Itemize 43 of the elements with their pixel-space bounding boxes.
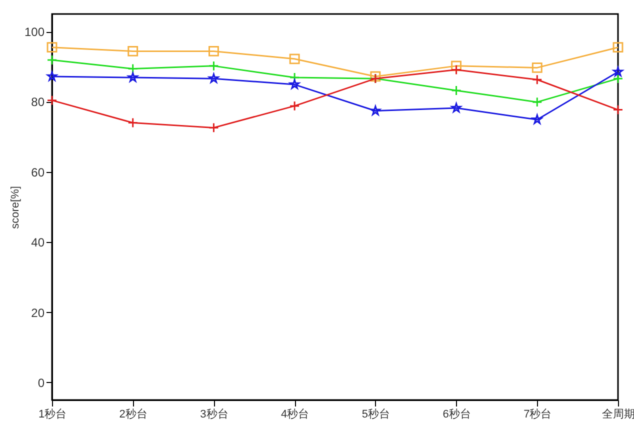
point	[47, 71, 57, 81]
point	[208, 46, 219, 56]
point	[128, 64, 138, 74]
y-tick-label: 100	[24, 25, 45, 40]
point	[612, 104, 624, 116]
point	[451, 102, 462, 112]
y-tick-label: 0	[38, 376, 45, 390]
x-tick-label: 4秒台	[281, 408, 310, 420]
point	[46, 54, 58, 66]
x-tick-label: 7秒台	[524, 408, 552, 420]
point	[46, 95, 58, 106]
point	[208, 60, 219, 72]
point	[289, 54, 300, 64]
point	[612, 42, 624, 53]
x-tick-label: 3秒台	[200, 408, 228, 420]
y-tick-label: 80	[31, 95, 45, 110]
point	[613, 66, 623, 76]
point	[128, 46, 138, 56]
point	[532, 114, 542, 124]
point	[612, 73, 624, 84]
x-tick-label: 5秒台	[362, 408, 390, 420]
point	[532, 74, 542, 85]
point	[451, 85, 462, 96]
point	[208, 73, 219, 83]
point	[451, 60, 462, 72]
y-tick-label: 20	[31, 306, 45, 320]
point	[128, 118, 138, 128]
y-tick-label: 40	[31, 236, 45, 250]
x-tick-label: 6秒台	[442, 408, 471, 420]
point	[289, 100, 300, 112]
point	[208, 122, 219, 133]
point	[46, 42, 58, 53]
x-tick-label: 全周期	[602, 408, 634, 420]
x-tick-label: 2秒台	[119, 408, 148, 420]
y-axis-title: score[%]	[9, 186, 22, 229]
point	[532, 62, 542, 73]
point	[532, 96, 542, 108]
point	[451, 64, 462, 76]
y-tick-label: 60	[31, 165, 45, 180]
point	[128, 72, 138, 82]
point	[370, 106, 380, 116]
point	[290, 79, 300, 89]
x-tick-label: 1秒台	[38, 408, 67, 420]
